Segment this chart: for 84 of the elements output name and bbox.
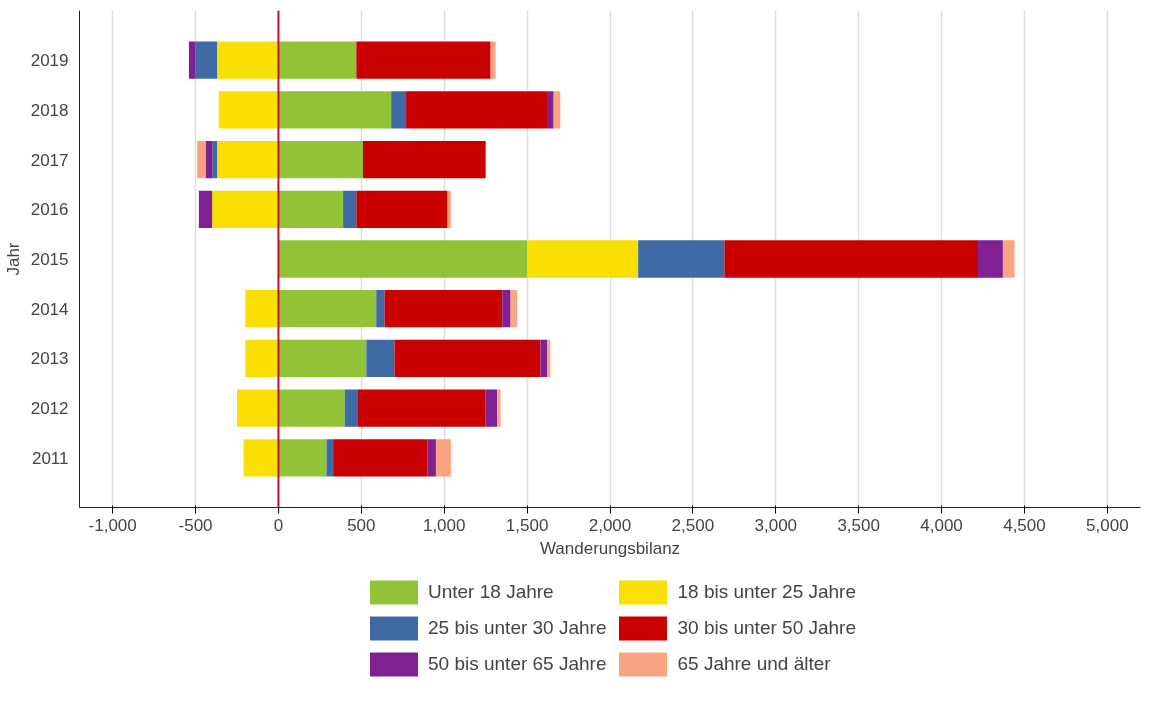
bar	[527, 240, 639, 278]
bar	[547, 91, 554, 129]
bar	[278, 439, 327, 477]
bar	[245, 290, 279, 328]
bar	[278, 339, 367, 378]
bar	[502, 290, 511, 328]
y-tick-label: 2019	[30, 51, 69, 71]
bar	[384, 290, 503, 328]
bar	[278, 91, 392, 129]
bar	[333, 439, 428, 477]
bar	[510, 290, 518, 328]
bar	[188, 41, 196, 79]
y-tick-label: 2012	[30, 399, 69, 419]
bar	[197, 140, 206, 179]
bar	[243, 439, 279, 477]
bar	[278, 140, 363, 179]
bar	[394, 339, 541, 378]
x-tick-label: -500	[178, 515, 213, 535]
bar	[245, 339, 279, 378]
x-axis-title: Wanderungsbilanz	[539, 538, 681, 558]
x-tick-label: 2,500	[671, 515, 715, 535]
bar	[485, 389, 498, 427]
bar	[217, 41, 279, 79]
x-tick-label: 5,000	[1086, 515, 1129, 535]
x-tick-label: 2,000	[588, 515, 632, 535]
bar	[278, 190, 344, 228]
x-tick-label: 1,000	[422, 515, 466, 535]
x-tick-label: 500	[347, 515, 376, 535]
bar	[978, 240, 1003, 278]
legend-label: 50 bis unter 65 Jahre	[427, 652, 607, 675]
y-tick-label: 2014	[30, 299, 69, 319]
bar	[195, 41, 218, 79]
bar	[553, 91, 561, 129]
y-tick-label: 2013	[30, 349, 69, 369]
bar	[406, 91, 547, 129]
bar	[366, 339, 395, 378]
bar	[540, 339, 547, 378]
y-tick-label: 2016	[30, 200, 69, 220]
legend-label: 65 Jahre und älter	[677, 652, 831, 675]
y-tick-label: 2015	[30, 250, 69, 269]
bar	[278, 389, 345, 427]
bar	[217, 140, 279, 179]
bar	[391, 91, 407, 129]
y-tick-label: 2018	[30, 100, 69, 120]
bar	[427, 439, 436, 477]
x-tick-label: -1,000	[88, 515, 137, 535]
bar	[1002, 240, 1015, 278]
bar	[447, 190, 451, 228]
x-tick-label: 0	[273, 515, 284, 535]
bar	[236, 389, 279, 427]
legend-label: 18 bis unter 25 Jahre	[677, 580, 857, 603]
y-axis-title: Jahr	[3, 242, 23, 276]
bar	[326, 439, 334, 477]
x-tick-label: 4,000	[920, 515, 963, 535]
x-tick-label: 3,000	[754, 515, 798, 535]
x-tick-label: 3,500	[837, 515, 880, 535]
bar	[638, 240, 725, 278]
bar	[547, 339, 551, 378]
bar	[490, 41, 496, 79]
legend-label: 25 bis unter 30 Jahre	[427, 616, 607, 639]
x-tick-label: 1,500	[505, 515, 549, 535]
bar	[435, 439, 451, 477]
legend-label: 30 bis unter 50 Jahre	[677, 616, 857, 639]
bar	[278, 41, 357, 79]
bar	[343, 190, 357, 228]
bar	[376, 290, 385, 328]
bar	[362, 140, 486, 179]
bar	[358, 389, 486, 427]
bar	[344, 389, 359, 427]
bar	[278, 290, 377, 328]
bar	[497, 389, 501, 427]
y-tick-label: 2011	[31, 448, 69, 468]
bar	[198, 190, 213, 228]
x-tick-label: 4,500	[1003, 515, 1046, 535]
bar	[356, 190, 448, 228]
bar	[218, 91, 279, 129]
bar	[212, 140, 218, 179]
bar	[724, 240, 979, 278]
bar	[278, 240, 528, 278]
legend-label: Unter 18 Jahre	[427, 580, 554, 603]
bar	[356, 41, 491, 79]
bar	[212, 190, 279, 228]
y-tick-label: 2017	[30, 150, 69, 170]
bar	[205, 140, 213, 179]
